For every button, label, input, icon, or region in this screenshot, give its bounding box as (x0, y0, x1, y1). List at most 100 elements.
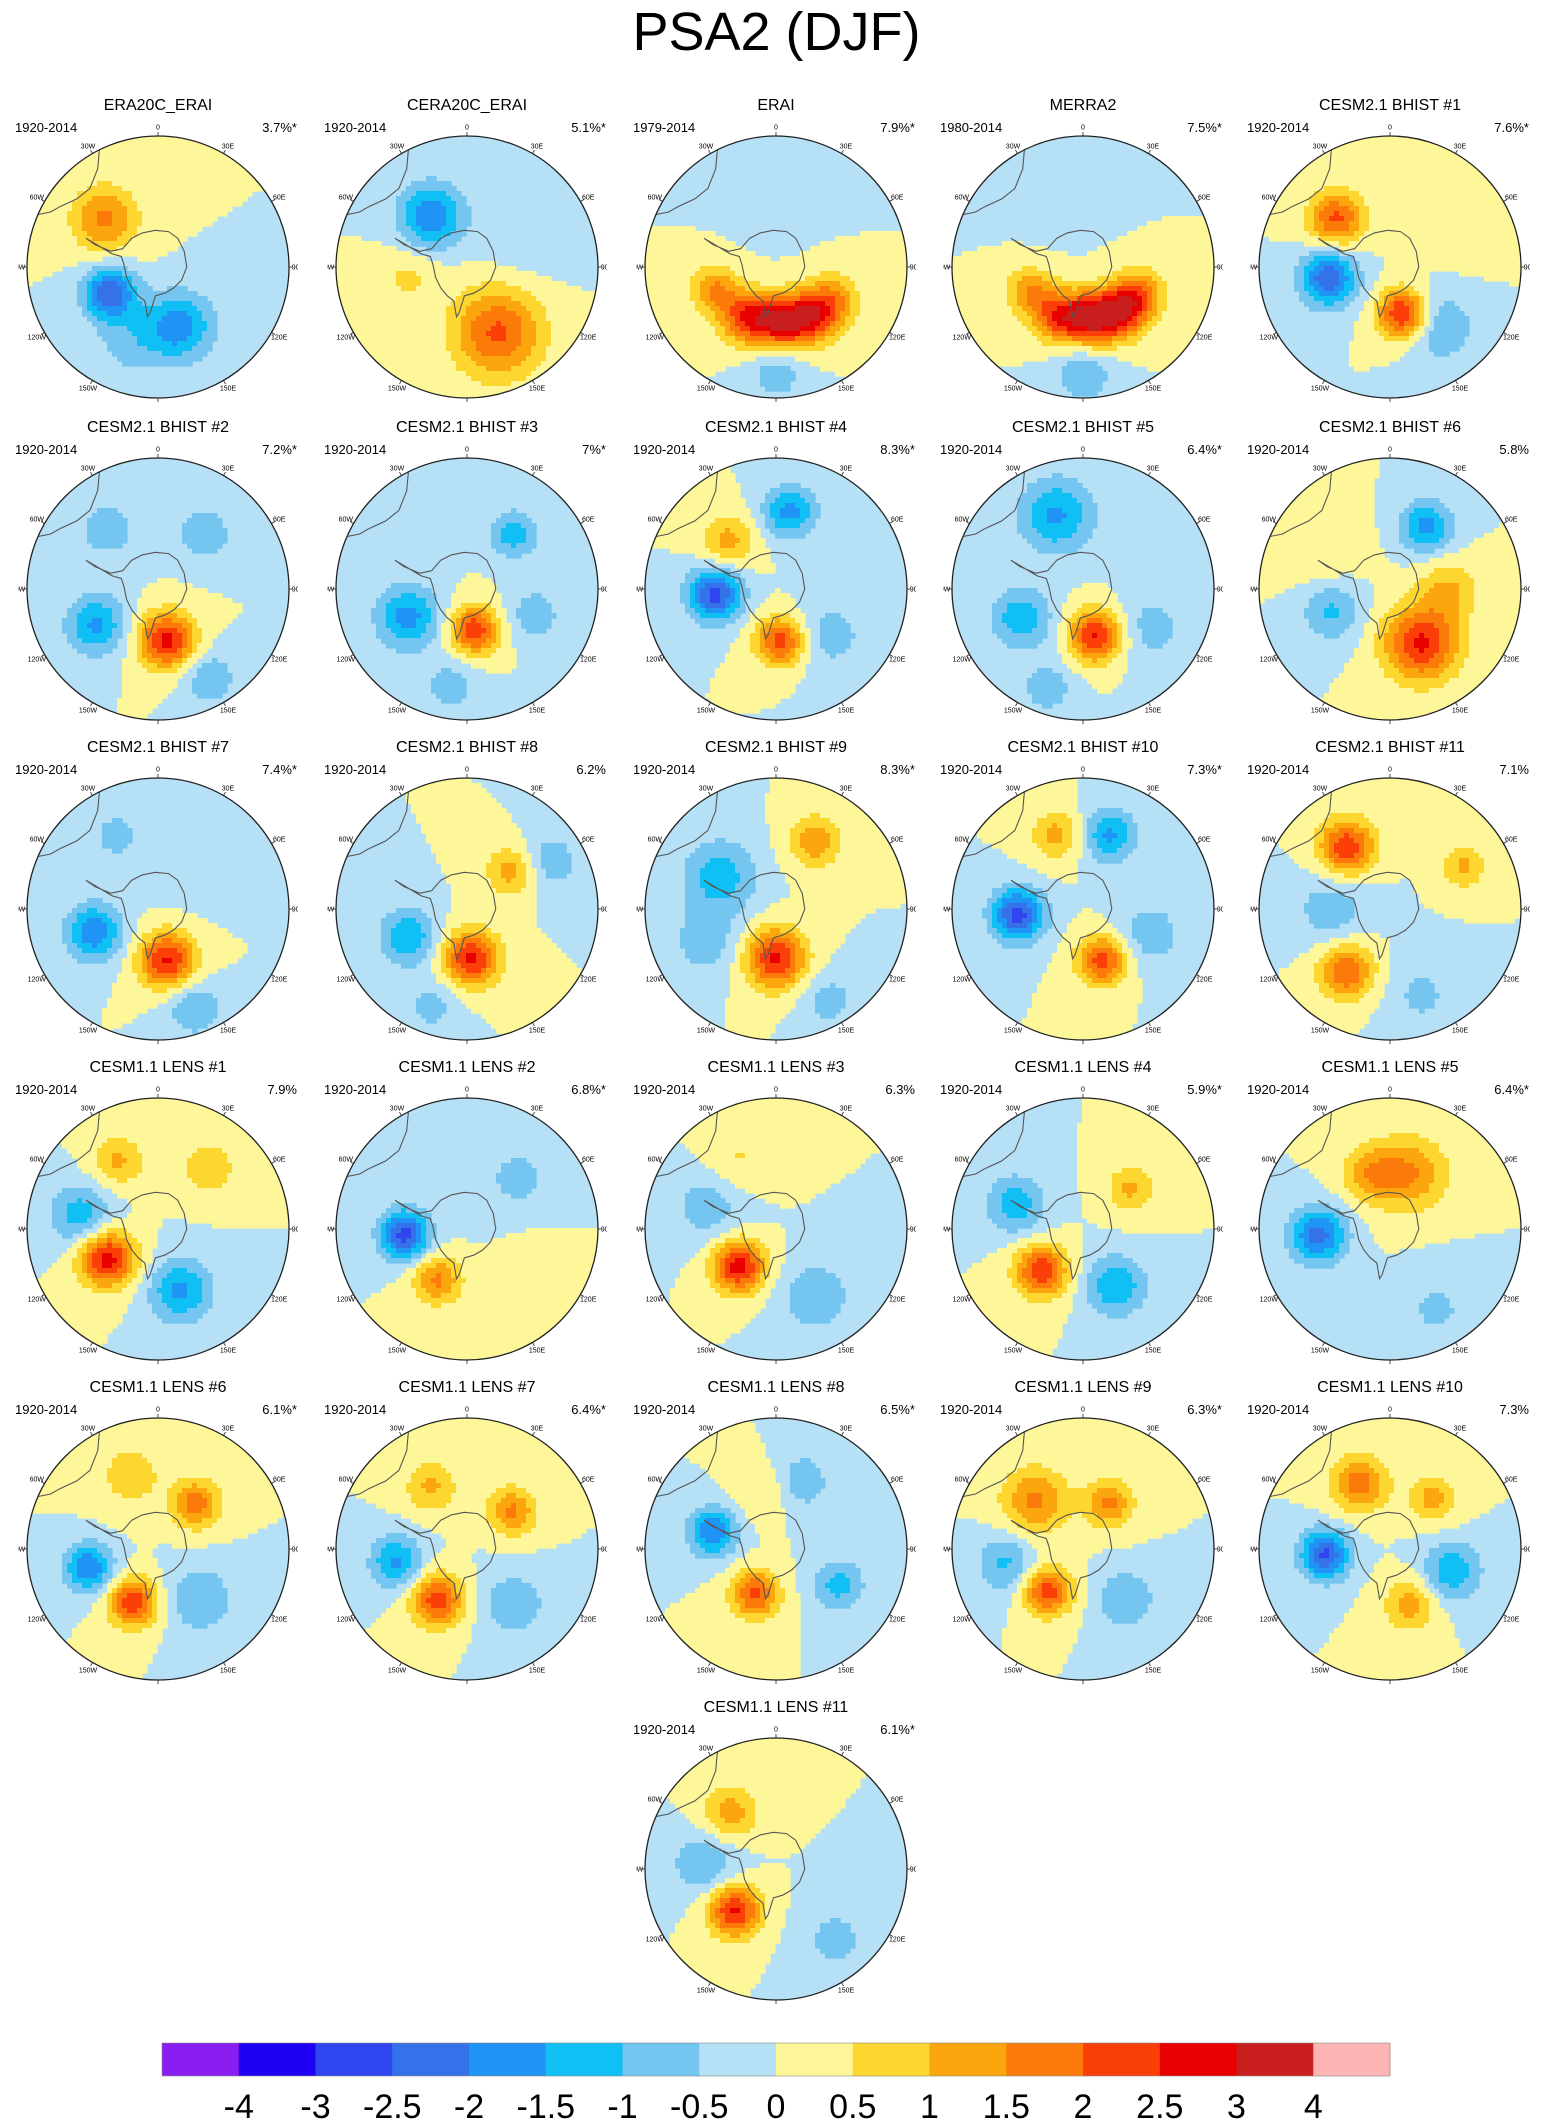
lon-tick (90, 149, 93, 154)
lon-label: 150W (79, 708, 98, 715)
antarctica-coastline (1010, 871, 1113, 961)
anomaly-field (336, 1418, 598, 1680)
panel-period: 1920-2014 (1247, 442, 1309, 458)
lon-label: 150E (838, 708, 855, 715)
lon-tick (399, 471, 402, 476)
lon-label: 60W (1262, 517, 1277, 524)
lon-tick (399, 702, 402, 707)
panel-period: 1920-2014 (15, 442, 77, 458)
lon-tick (349, 841, 354, 844)
lon-tick (349, 1614, 354, 1617)
panel-period: 1920-2014 (324, 442, 386, 458)
lon-label: 90W (636, 587, 644, 594)
lon-tick (1196, 1481, 1201, 1484)
lon-tick (223, 1662, 226, 1667)
map-panel: MERRA21980-20147.5%*030E60E90E120E150E18… (938, 96, 1228, 402)
lon-tick (40, 1614, 45, 1617)
lon-label: 150E (529, 708, 546, 715)
anomaly-field (1259, 778, 1521, 1040)
lon-tick (1322, 149, 1325, 154)
polar-map: 030E60E90E120E150E180150W120W90W60W30W (1250, 1407, 1530, 1684)
lon-label: 120W (1260, 1617, 1279, 1624)
lon-label: 90W (1250, 265, 1258, 272)
lon-label: 150W (1004, 1028, 1023, 1035)
polar-map: 030E60E90E120E150E180150W120W90W60W30W (1250, 1087, 1530, 1364)
lon-tick (1015, 149, 1018, 154)
lon-label: 120W (646, 1297, 665, 1304)
lon-label: 60W (339, 517, 354, 524)
lon-tick (1503, 1481, 1508, 1484)
lon-tick (271, 841, 276, 844)
lon-tick (271, 199, 276, 202)
lon-tick (889, 199, 894, 202)
lon-label: 60E (891, 517, 904, 524)
lon-label: 30E (531, 465, 544, 472)
lon-tick (889, 1934, 894, 1937)
lon-label: 60W (1262, 195, 1277, 202)
lon-tick (90, 1662, 93, 1667)
polar-map: 030E60E90E120E150E180150W120W90W60W30W (636, 1727, 916, 2004)
antarctica-coastline (703, 1511, 806, 1601)
lon-label: 30W (1006, 465, 1021, 472)
panel-title: CESM1.1 LENS #5 (1245, 1058, 1535, 1078)
lon-label: 0 (465, 447, 469, 454)
antarctica-coastline (1317, 551, 1420, 641)
lon-label: 60W (648, 195, 663, 202)
map-panel: CESM1.1 LENS #2 1920-2014 6.8%* 0 30E 60E 90E 1… (322, 1058, 612, 1364)
lon-label: 30W (1313, 785, 1328, 792)
lon-tick (965, 1481, 970, 1484)
lon-label: 150E (220, 708, 237, 715)
south-america-coastline (27, 1420, 101, 1504)
map-panel: ERA20C_ERAI 1920-2014 3.7%* 0 30E 60E 90E 120E 1… (13, 96, 303, 402)
lon-label: 60E (1505, 517, 1518, 524)
panel-title: CESM1.1 LENS #11 (631, 1698, 921, 1718)
lon-label: 30W (81, 1105, 96, 1112)
lon-label: 60E (1198, 517, 1211, 524)
lon-label: 0 (156, 1407, 160, 1414)
colorbar-swatch (699, 2043, 777, 2076)
lon-label: 150W (697, 386, 716, 393)
lon-label: 150W (1004, 386, 1023, 393)
lon-tick (1503, 1614, 1508, 1617)
lon-label: 120W (28, 657, 47, 664)
lon-label: 90W (636, 907, 644, 914)
lon-label: 60W (339, 837, 354, 844)
lon-label: 120E (889, 1617, 906, 1624)
panel-period: 1920-2014 (940, 1082, 1002, 1098)
lon-tick (90, 791, 93, 796)
lon-label: 120E (1196, 1617, 1213, 1624)
lon-tick (658, 1161, 663, 1164)
colorbar-label: -1 (607, 2088, 637, 2123)
panel-title: CESM1.1 LENS #3 (631, 1058, 921, 1078)
lon-tick (271, 1481, 276, 1484)
lon-label: 120E (271, 657, 288, 664)
lon-label: 150E (838, 1668, 855, 1675)
lon-tick (40, 654, 45, 657)
lon-tick (1015, 1431, 1018, 1436)
lon-label: 0 (1081, 767, 1085, 774)
colorbar-label: -1.5 (517, 2088, 576, 2123)
lon-tick (841, 1662, 844, 1667)
lon-label: 150E (220, 1348, 237, 1355)
lon-label: 60W (955, 1157, 970, 1164)
lon-label: 90E (910, 1867, 916, 1874)
lon-label: 30E (840, 143, 853, 150)
polar-map: 030E60E90E120E150E180150W120W90W60W30W (327, 1087, 607, 1364)
anomaly-field (952, 1418, 1214, 1680)
lon-tick (841, 1342, 844, 1347)
lon-label: 30W (699, 785, 714, 792)
lon-label: 60E (1198, 195, 1211, 202)
colorbar-label: 4 (1304, 2088, 1323, 2123)
lon-label: 120W (337, 657, 356, 664)
lon-label: 90E (910, 587, 916, 594)
lon-label: 120W (1260, 1297, 1279, 1304)
lon-label: 120E (580, 1617, 597, 1624)
lon-label: 60W (339, 1157, 354, 1164)
south-america-coastline (27, 780, 101, 864)
panel-title: CESM2.1 BHIST #11 (1245, 738, 1535, 758)
lon-label: 90W (18, 587, 26, 594)
panel-variance: 5.9%* (1187, 1082, 1222, 1098)
lon-tick (399, 380, 402, 385)
lon-label: 0 (774, 1087, 778, 1094)
lon-tick (90, 1022, 93, 1027)
